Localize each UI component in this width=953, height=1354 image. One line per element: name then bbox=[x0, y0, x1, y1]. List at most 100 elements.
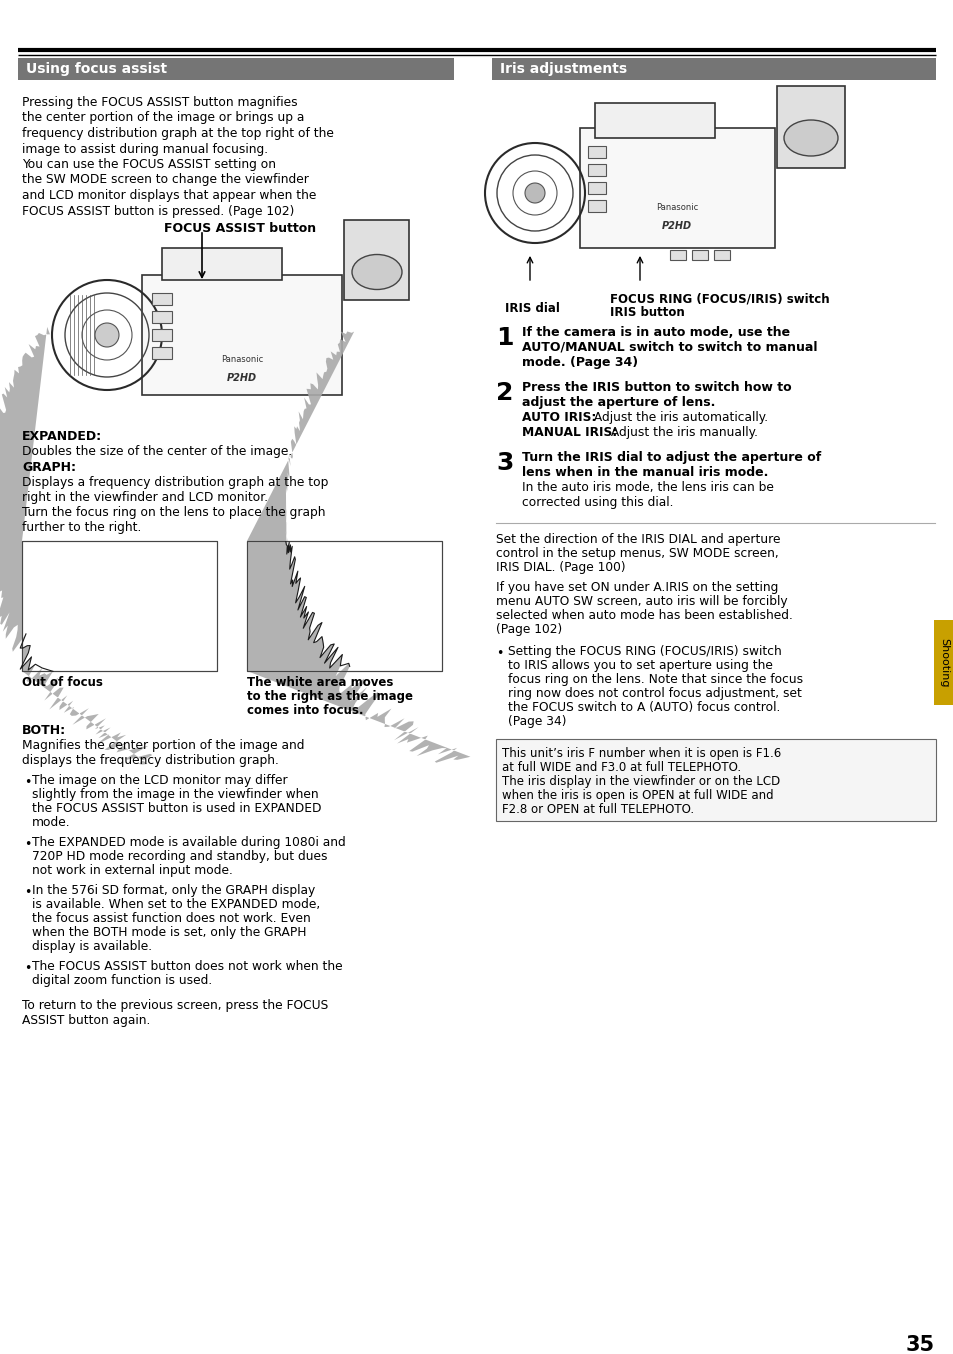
Text: If you have set ON under A.IRIS on the setting: If you have set ON under A.IRIS on the s… bbox=[496, 581, 778, 594]
Polygon shape bbox=[0, 326, 152, 765]
Bar bbox=[344, 219, 409, 301]
Text: adjust the aperture of lens.: adjust the aperture of lens. bbox=[521, 395, 715, 409]
Bar bbox=[152, 347, 172, 359]
Text: mode.: mode. bbox=[32, 816, 71, 829]
Text: You can use the FOCUS ASSIST setting on: You can use the FOCUS ASSIST setting on bbox=[22, 158, 275, 171]
Text: P2HD: P2HD bbox=[661, 221, 691, 232]
Ellipse shape bbox=[352, 255, 401, 290]
Text: 35: 35 bbox=[904, 1335, 934, 1354]
Text: •: • bbox=[24, 776, 31, 789]
Text: FOCUS ASSIST button: FOCUS ASSIST button bbox=[164, 222, 315, 236]
Bar bbox=[22, 542, 216, 672]
Text: and LCD monitor displays that appear when the: and LCD monitor displays that appear whe… bbox=[22, 190, 316, 202]
Text: Iris adjustments: Iris adjustments bbox=[499, 62, 626, 76]
Text: focus ring on the lens. Note that since the focus: focus ring on the lens. Note that since … bbox=[507, 673, 802, 686]
Text: GRAPH:: GRAPH: bbox=[22, 460, 76, 474]
Bar bbox=[587, 146, 605, 158]
Text: The FOCUS ASSIST button does not work when the: The FOCUS ASSIST button does not work wh… bbox=[32, 960, 342, 974]
Text: Panasonic: Panasonic bbox=[655, 203, 698, 213]
Bar bbox=[579, 129, 774, 248]
Text: Shooting: Shooting bbox=[938, 638, 948, 688]
Text: 3: 3 bbox=[496, 451, 513, 475]
Text: If the camera is in auto mode, use the: If the camera is in auto mode, use the bbox=[521, 326, 789, 338]
Text: FOCUS ASSIST button is pressed. (Page 102): FOCUS ASSIST button is pressed. (Page 10… bbox=[22, 204, 294, 218]
Text: ASSIST button again.: ASSIST button again. bbox=[22, 1014, 151, 1026]
Ellipse shape bbox=[783, 121, 837, 156]
Bar bbox=[587, 181, 605, 194]
Text: the focus assist function does not work. Even: the focus assist function does not work.… bbox=[32, 913, 311, 925]
Text: corrected using this dial.: corrected using this dial. bbox=[521, 496, 673, 509]
Text: 2: 2 bbox=[496, 380, 513, 405]
Text: AUTO/MANUAL switch to switch to manual: AUTO/MANUAL switch to switch to manual bbox=[521, 341, 817, 353]
Text: ring now does not control focus adjustment, set: ring now does not control focus adjustme… bbox=[507, 686, 801, 700]
Text: The image on the LCD monitor may differ: The image on the LCD monitor may differ bbox=[32, 774, 287, 787]
Text: Displays a frequency distribution graph at the top: Displays a frequency distribution graph … bbox=[22, 477, 328, 489]
Circle shape bbox=[95, 324, 119, 347]
Text: FOCUS RING (FOCUS/IRIS) switch: FOCUS RING (FOCUS/IRIS) switch bbox=[609, 292, 829, 306]
Bar bbox=[247, 542, 441, 672]
Text: the FOCUS switch to A (AUTO) focus control.: the FOCUS switch to A (AUTO) focus contr… bbox=[507, 701, 780, 714]
Text: AUTO IRIS:: AUTO IRIS: bbox=[521, 412, 596, 424]
Text: P2HD: P2HD bbox=[227, 372, 256, 383]
Bar bbox=[713, 250, 729, 260]
Bar bbox=[587, 164, 605, 176]
Text: is available. When set to the EXPANDED mode,: is available. When set to the EXPANDED m… bbox=[32, 898, 320, 911]
Text: •: • bbox=[24, 961, 31, 975]
Text: Pressing the FOCUS ASSIST button magnifies: Pressing the FOCUS ASSIST button magnifi… bbox=[22, 96, 297, 110]
Text: slightly from the image in the viewfinder when: slightly from the image in the viewfinde… bbox=[32, 788, 318, 802]
Text: EXPANDED:: EXPANDED: bbox=[22, 431, 102, 443]
Text: display is available.: display is available. bbox=[32, 940, 152, 953]
Text: •: • bbox=[496, 647, 503, 659]
Bar bbox=[587, 200, 605, 213]
Text: Panasonic: Panasonic bbox=[221, 356, 263, 364]
Text: This unit’s iris F number when it is open is F1.6: This unit’s iris F number when it is ope… bbox=[501, 747, 781, 760]
Text: lens when in the manual iris mode.: lens when in the manual iris mode. bbox=[521, 466, 767, 479]
Bar bbox=[162, 248, 282, 280]
Text: 720P HD mode recording and standby, but dues: 720P HD mode recording and standby, but … bbox=[32, 850, 327, 862]
Circle shape bbox=[524, 183, 544, 203]
Bar bbox=[18, 58, 454, 80]
Bar bbox=[669, 250, 685, 260]
Text: Set the direction of the IRIS DIAL and aperture: Set the direction of the IRIS DIAL and a… bbox=[496, 533, 780, 546]
Text: displays the frequency distribution graph.: displays the frequency distribution grap… bbox=[22, 754, 278, 766]
Text: image to assist during manual focusing.: image to assist during manual focusing. bbox=[22, 142, 268, 156]
Bar bbox=[152, 329, 172, 341]
Bar bbox=[152, 311, 172, 324]
Bar bbox=[496, 739, 935, 821]
Text: Adjust the iris manually.: Adjust the iris manually. bbox=[606, 427, 758, 439]
Text: Using focus assist: Using focus assist bbox=[26, 62, 167, 76]
Text: Doubles the size of the center of the image.: Doubles the size of the center of the im… bbox=[22, 445, 292, 458]
Text: Adjust the iris automatically.: Adjust the iris automatically. bbox=[589, 412, 767, 424]
Text: Magnifies the center portion of the image and: Magnifies the center portion of the imag… bbox=[22, 739, 304, 751]
Text: at full WIDE and F3.0 at full TELEPHOTO.: at full WIDE and F3.0 at full TELEPHOTO. bbox=[501, 761, 740, 774]
Bar bbox=[492, 58, 935, 80]
Bar bbox=[933, 620, 953, 705]
Text: selected when auto mode has been established.: selected when auto mode has been establi… bbox=[496, 609, 792, 621]
Text: frequency distribution graph at the top right of the: frequency distribution graph at the top … bbox=[22, 127, 334, 139]
Text: right in the viewfinder and LCD monitor.: right in the viewfinder and LCD monitor. bbox=[22, 492, 268, 504]
Text: BOTH:: BOTH: bbox=[22, 724, 66, 737]
Text: The white area moves: The white area moves bbox=[247, 676, 393, 689]
Text: The EXPANDED mode is available during 1080i and: The EXPANDED mode is available during 10… bbox=[32, 835, 345, 849]
Bar bbox=[22, 542, 216, 672]
Text: The iris display in the viewfinder or on the LCD: The iris display in the viewfinder or on… bbox=[501, 774, 780, 788]
Text: further to the right.: further to the right. bbox=[22, 521, 141, 533]
Text: MANUAL IRIS:: MANUAL IRIS: bbox=[521, 427, 617, 439]
Text: to the right as the image: to the right as the image bbox=[247, 691, 413, 703]
Text: •: • bbox=[24, 838, 31, 852]
Text: comes into focus.: comes into focus. bbox=[247, 704, 363, 718]
Text: F2.8 or OPEN at full TELEPHOTO.: F2.8 or OPEN at full TELEPHOTO. bbox=[501, 803, 694, 816]
Text: (Page 102): (Page 102) bbox=[496, 623, 561, 636]
Text: control in the setup menus, SW MODE screen,: control in the setup menus, SW MODE scre… bbox=[496, 547, 778, 561]
Bar bbox=[152, 292, 172, 305]
Text: In the auto iris mode, the lens iris can be: In the auto iris mode, the lens iris can… bbox=[521, 481, 773, 494]
Text: to IRIS allows you to set aperture using the: to IRIS allows you to set aperture using… bbox=[507, 659, 772, 672]
Text: Setting the FOCUS RING (FOCUS/IRIS) switch: Setting the FOCUS RING (FOCUS/IRIS) swit… bbox=[507, 645, 781, 658]
Text: Out of focus: Out of focus bbox=[22, 676, 103, 689]
Text: when the BOTH mode is set, only the GRAPH: when the BOTH mode is set, only the GRAP… bbox=[32, 926, 306, 940]
Text: (Page 34): (Page 34) bbox=[507, 715, 566, 728]
Text: Turn the focus ring on the lens to place the graph: Turn the focus ring on the lens to place… bbox=[22, 506, 325, 519]
Text: 1: 1 bbox=[496, 326, 513, 349]
Text: menu AUTO SW screen, auto iris will be forcibly: menu AUTO SW screen, auto iris will be f… bbox=[496, 594, 787, 608]
Bar bbox=[247, 542, 441, 672]
